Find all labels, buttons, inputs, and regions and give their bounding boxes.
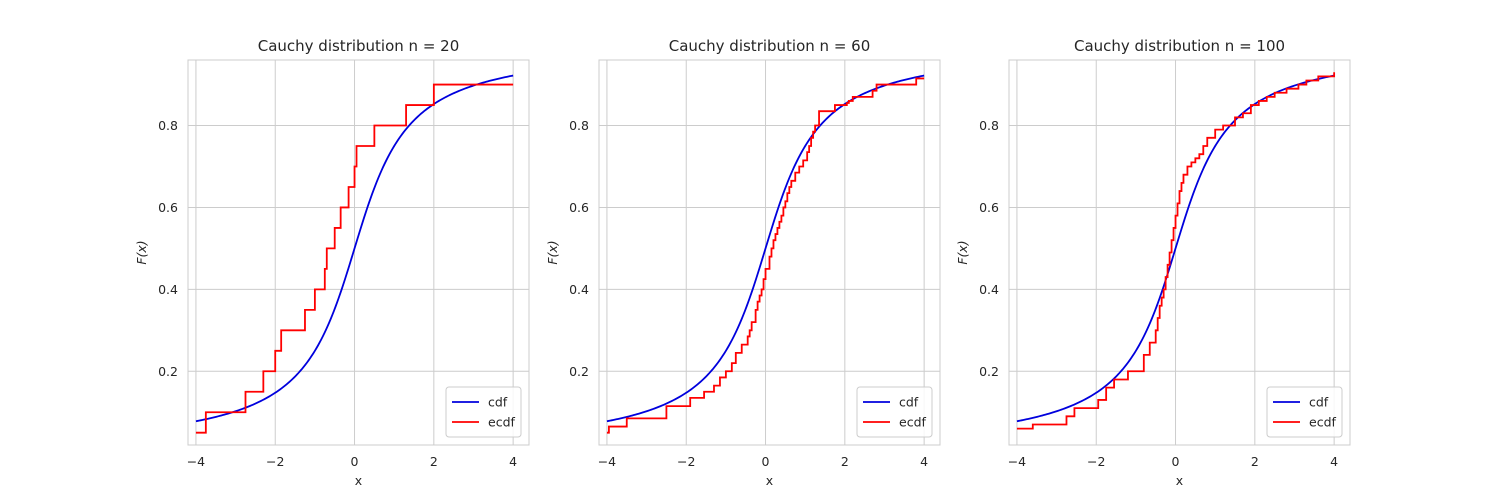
x-tick-label: −4 [598,454,616,469]
series-cdf-line [1016,74,1335,423]
plot-frame [187,59,530,446]
plot-frame [1008,59,1351,446]
series-ecdf-line [1016,72,1336,430]
x-tick-label: 2 [1251,454,1259,469]
legend-label-cdf: cdf [488,395,508,410]
subplot-2: −4 −2 0 2 4 0.2 0.4 0.6 0.8 Cauchy distribution n… [545,37,941,488]
y-axis-label: F(x) [134,240,149,264]
x-tick-label: −4 [187,454,205,469]
y-tick-label: 0.4 [158,282,178,297]
x-axis-label: x [1176,473,1183,488]
x-tick-label: 0 [351,454,359,469]
legend-box [445,386,522,438]
y-tick-label: 0.8 [158,118,178,133]
y-tick-label: 0.4 [569,282,589,297]
x-tick-label: 0 [762,454,770,469]
legend: cdf ecdf [445,386,522,438]
y-tick-label: 0.8 [569,118,589,133]
chart-title: Cauchy distribution n = 100 [1074,37,1285,55]
y-tick-label: 0.6 [979,200,999,215]
y-tick-label: 0.2 [158,364,178,379]
subplot-1: −4 −2 0 2 4 0.2 0.4 0.6 0.8 Cauchy distribution n… [134,37,530,488]
x-tick-label: 2 [430,454,438,469]
legend-label-cdf: cdf [899,395,919,410]
x-tick-label: −4 [1008,454,1026,469]
x-tick-label: 4 [1330,454,1338,469]
y-tick-label: 0.6 [158,200,178,215]
x-tick-label: 0 [1172,454,1180,469]
y-tick-label: 0.8 [979,118,999,133]
y-tick-label: 0.2 [569,364,589,379]
x-axis-label: x [766,473,773,488]
legend-label-ecdf: ecdf [1309,415,1336,430]
series-cdf-line [606,74,925,423]
chart-title: Cauchy distribution n = 60 [669,37,871,55]
legend: cdf ecdf [856,386,933,438]
x-axis-label: x [355,473,362,488]
y-axis-label: F(x) [545,240,560,264]
legend-box [1266,386,1343,438]
y-tick-label: 0.2 [979,364,999,379]
legend-label-cdf: cdf [1309,395,1329,410]
plot-frame [598,59,941,446]
x-tick-label: −2 [266,454,284,469]
chart-title: Cauchy distribution n = 20 [258,37,460,55]
subplot-3: −4 −2 0 2 4 0.2 0.4 0.6 0.8 Cauchy distribution n… [955,37,1351,488]
series-ecdf-line [195,83,514,434]
series-cdf-line [195,74,514,423]
series-ecdf-line [606,77,925,434]
y-tick-label: 0.6 [569,200,589,215]
x-tick-label: 4 [509,454,517,469]
legend-box [856,386,933,438]
legend-label-ecdf: ecdf [899,415,926,430]
legend: cdf ecdf [1266,386,1343,438]
x-tick-label: 2 [841,454,849,469]
y-axis-label: F(x) [955,240,970,264]
x-tick-label: 4 [920,454,928,469]
x-tick-label: −2 [1087,454,1105,469]
y-tick-label: 0.4 [979,282,999,297]
x-tick-label: −2 [677,454,695,469]
legend-label-ecdf: ecdf [488,415,515,430]
